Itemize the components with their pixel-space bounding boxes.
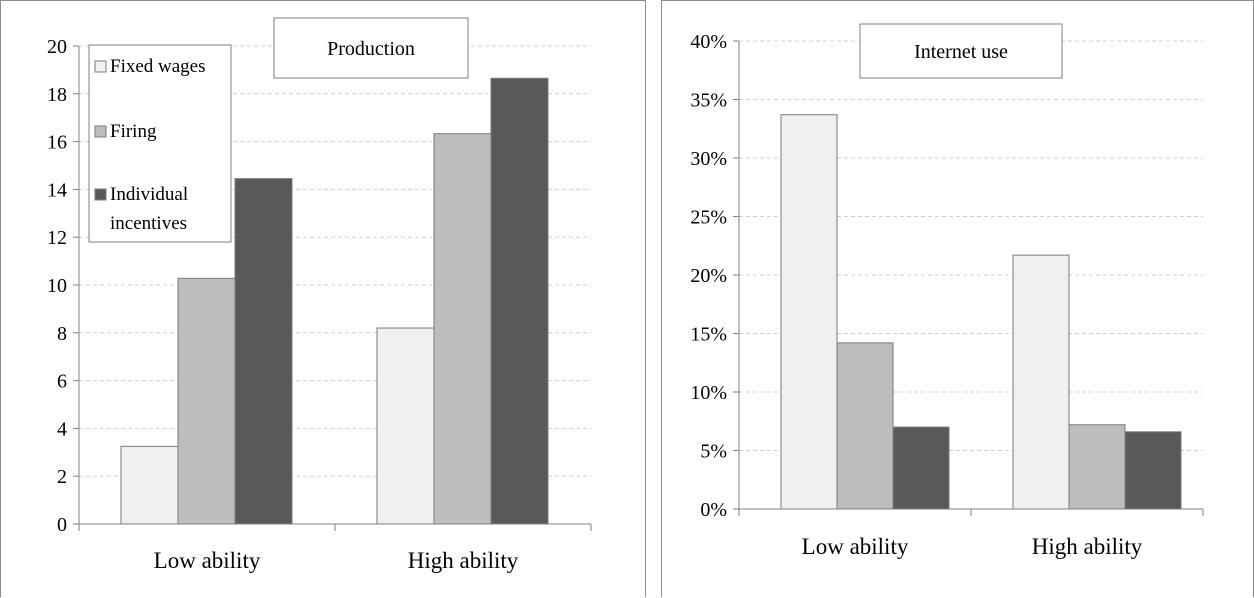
y-tick-label: 16 (47, 132, 67, 154)
y-tick-label: 35% (690, 90, 727, 112)
y-tick-label: 15% (690, 324, 727, 346)
y-tick-label: 6 (57, 371, 67, 393)
y-tick-label: 5% (700, 441, 727, 463)
x-tick-label: High ability (408, 548, 519, 573)
legend-label: Individual incentives (110, 184, 188, 234)
y-tick-label: 0 (57, 514, 67, 536)
y-tick-label: 25% (690, 207, 727, 229)
bar-high-ability-series-2 (1068, 424, 1126, 510)
y-tick-label: 8 (57, 323, 67, 345)
bar-low-ability-series-3 (892, 426, 950, 510)
internet-use-chart: Low ability High ability 0% 5% 10% 15% 20% 25% 3… (690, 23, 1204, 559)
y-tick-label: 20 (47, 36, 67, 58)
legend: Fixed wages Firing Individual incentives (88, 44, 232, 243)
x-tick-label: Low ability (154, 548, 261, 573)
y-tick-label: 0% (700, 499, 727, 521)
legend-swatch-individual-incentives (94, 188, 107, 201)
legend-swatch-firing (94, 125, 107, 138)
y-tick-label: 14 (47, 179, 67, 201)
y-tick-label: 10% (690, 382, 727, 404)
internet-use-chart-panel: Low ability High ability 0% 5% 10% 15% 20% 25% 3… (661, 0, 1254, 597)
y-tick-label: 30% (690, 148, 727, 170)
legend-box (88, 44, 232, 243)
legend-label: Fixed wages (110, 56, 206, 77)
bar-low-ability-series-3 (234, 178, 293, 525)
legend-label: Firing (110, 121, 157, 142)
bar-high-ability-series-3 (1124, 431, 1182, 510)
y-tick-label: 40% (690, 31, 727, 53)
y-tick-label: 10 (47, 275, 67, 297)
chart-title: Production (327, 38, 415, 60)
y-tick-label: 12 (47, 227, 67, 249)
bar-low-ability-series-1 (120, 445, 179, 525)
bar-high-ability-series-1 (376, 327, 435, 525)
x-tick-label: Low ability (802, 534, 909, 559)
y-tick-label: 2 (57, 466, 67, 488)
chart-title-box (273, 17, 469, 79)
bar-low-ability-series-1 (780, 114, 838, 510)
legend-swatch-fixed-wages (94, 60, 107, 73)
y-tick-label: 4 (57, 418, 67, 440)
y-tick-label: 18 (47, 84, 67, 106)
bar-low-ability-series-2 (177, 277, 236, 525)
bar-low-ability-series-2 (836, 342, 894, 510)
x-tick-label: High ability (1032, 534, 1143, 559)
y-tick-label: 20% (690, 265, 727, 287)
production-chart: Low ability High ability 0 2 4 6 8 10 12 14 16 18 20… (47, 17, 592, 573)
chart-title: Internet use (914, 41, 1008, 63)
production-chart-panel: Low ability High ability 0 2 4 6 8 10 12 14 16 18 20… (0, 0, 646, 597)
chart-title-box (859, 23, 1063, 79)
bar-high-ability-series-1 (1012, 254, 1070, 510)
bar-high-ability-series-2 (433, 133, 492, 525)
bar-high-ability-series-3 (490, 77, 549, 525)
